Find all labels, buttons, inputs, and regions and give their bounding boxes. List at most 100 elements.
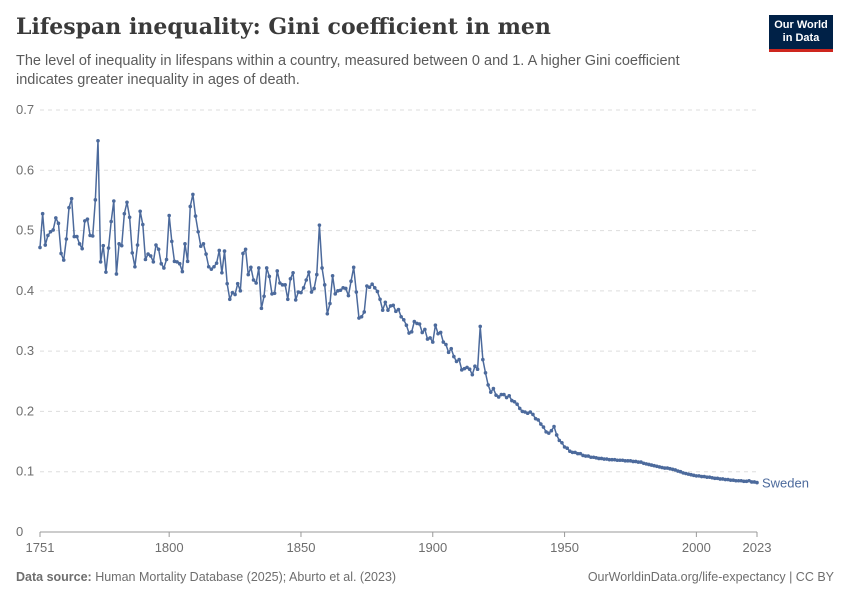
data-point[interactable] — [317, 223, 322, 227]
data-point[interactable] — [631, 459, 635, 464]
data-point[interactable] — [67, 205, 71, 210]
data-point[interactable] — [38, 245, 42, 250]
data-point[interactable] — [101, 243, 106, 248]
data-point[interactable] — [449, 346, 454, 351]
data-point[interactable] — [610, 457, 614, 462]
data-point[interactable] — [191, 192, 195, 197]
data-point[interactable] — [618, 458, 622, 463]
data-point[interactable] — [196, 229, 200, 234]
data-point[interactable] — [212, 264, 216, 269]
series-label[interactable]: Sweden — [762, 476, 809, 491]
data-point[interactable] — [507, 393, 512, 398]
data-point[interactable] — [309, 290, 314, 294]
data-point[interactable] — [444, 342, 448, 347]
data-point[interactable] — [359, 314, 364, 319]
data-point[interactable] — [734, 478, 738, 483]
data-point[interactable] — [199, 244, 203, 249]
data-point[interactable] — [438, 330, 443, 335]
data-point[interactable] — [251, 278, 256, 282]
data-point[interactable] — [375, 289, 380, 294]
data-point[interactable] — [362, 310, 367, 314]
data-point[interactable] — [54, 216, 58, 220]
data-point[interactable] — [409, 330, 414, 334]
data-point[interactable] — [420, 330, 425, 335]
data-point[interactable] — [602, 457, 606, 461]
data-point[interactable] — [275, 269, 280, 273]
data-point[interactable] — [486, 383, 490, 387]
data-point[interactable] — [170, 239, 174, 244]
data-point[interactable] — [59, 251, 63, 256]
data-point[interactable] — [138, 209, 142, 214]
data-point[interactable] — [454, 359, 459, 364]
data-point[interactable] — [264, 266, 269, 270]
data-point[interactable] — [546, 431, 551, 435]
data-point[interactable] — [383, 300, 388, 305]
data-point[interactable] — [736, 478, 741, 483]
data-point[interactable] — [346, 293, 351, 298]
data-point[interactable] — [494, 393, 498, 397]
data-point[interactable] — [417, 322, 422, 326]
data-point[interactable] — [119, 243, 124, 248]
data-point[interactable] — [517, 406, 522, 411]
data-point[interactable] — [723, 477, 728, 482]
data-point[interactable] — [304, 278, 309, 282]
data-point[interactable] — [278, 281, 282, 285]
data-point[interactable] — [167, 213, 171, 218]
data-point[interactable] — [380, 308, 385, 312]
data-point[interactable] — [125, 200, 129, 205]
data-point[interactable] — [478, 324, 483, 329]
data-point[interactable] — [583, 454, 588, 458]
data-point[interactable] — [98, 260, 103, 264]
data-point[interactable] — [235, 281, 240, 286]
data-point[interactable] — [423, 327, 427, 332]
data-point[interactable] — [349, 279, 353, 284]
data-point[interactable] — [557, 438, 562, 443]
data-point[interactable] — [288, 277, 293, 281]
data-point[interactable] — [90, 234, 95, 238]
data-point[interactable] — [412, 319, 417, 324]
data-point[interactable] — [72, 234, 77, 239]
data-point[interactable] — [162, 266, 166, 270]
data-point[interactable] — [330, 273, 335, 278]
data-point[interactable] — [502, 392, 506, 397]
data-point[interactable] — [343, 286, 348, 291]
data-point[interactable] — [470, 372, 475, 377]
data-point[interactable] — [430, 340, 435, 344]
data-point[interactable] — [146, 252, 150, 256]
data-point[interactable] — [565, 446, 570, 451]
data-point[interactable] — [465, 365, 469, 370]
data-point[interactable] — [156, 247, 161, 252]
owid-logo[interactable]: Our World in Data — [769, 15, 833, 52]
data-point[interactable] — [83, 219, 87, 223]
data-point[interactable] — [249, 265, 253, 270]
data-point[interactable] — [367, 285, 372, 290]
data-point[interactable] — [201, 242, 206, 246]
data-point[interactable] — [481, 357, 485, 362]
data-point[interactable] — [56, 221, 61, 226]
data-point[interactable] — [433, 323, 438, 328]
data-point[interactable] — [141, 222, 145, 227]
data-point[interactable] — [623, 459, 627, 463]
data-point[interactable] — [575, 451, 580, 456]
data-point[interactable] — [193, 214, 198, 218]
data-point[interactable] — [531, 412, 535, 417]
data-point[interactable] — [404, 323, 409, 328]
data-point[interactable] — [222, 249, 227, 253]
data-point[interactable] — [694, 474, 699, 478]
data-point[interactable] — [285, 297, 290, 302]
data-point[interactable] — [549, 428, 554, 433]
data-point[interactable] — [217, 248, 222, 253]
data-point[interactable] — [227, 297, 232, 302]
data-point[interactable] — [259, 306, 264, 311]
data-point[interactable] — [40, 211, 45, 216]
data-point[interactable] — [69, 196, 74, 201]
data-point[interactable] — [225, 281, 229, 286]
data-point[interactable] — [48, 229, 53, 234]
data-point[interactable] — [441, 340, 446, 344]
data-point[interactable] — [496, 395, 501, 399]
data-point[interactable] — [515, 402, 519, 406]
data-point[interactable] — [699, 474, 704, 479]
data-point[interactable] — [159, 261, 164, 266]
data-point[interactable] — [104, 270, 108, 274]
data-point[interactable] — [143, 257, 148, 262]
